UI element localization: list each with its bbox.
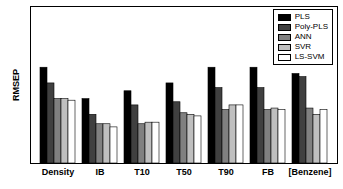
svg-text:RMSEP: RMSEP bbox=[11, 69, 21, 101]
html-text:SVR: SVR bbox=[294, 42, 312, 51]
svg-text:T10: T10 bbox=[134, 167, 150, 177]
svg-text:Density: Density bbox=[42, 167, 75, 177]
svg-text:FB: FB bbox=[262, 167, 274, 177]
svg-text:IB: IB bbox=[96, 167, 106, 177]
svg-text:T50: T50 bbox=[176, 167, 192, 177]
svg-text:[Benzene]: [Benzene] bbox=[288, 167, 331, 177]
svg-text:T90: T90 bbox=[218, 167, 234, 177]
html-text:ANN: ANN bbox=[294, 32, 312, 41]
html-text:PLS: PLS bbox=[294, 12, 310, 21]
html-text:Poly-PLS: Poly-PLS bbox=[294, 22, 328, 31]
html-text:LS-SVM: LS-SVM bbox=[294, 52, 325, 61]
